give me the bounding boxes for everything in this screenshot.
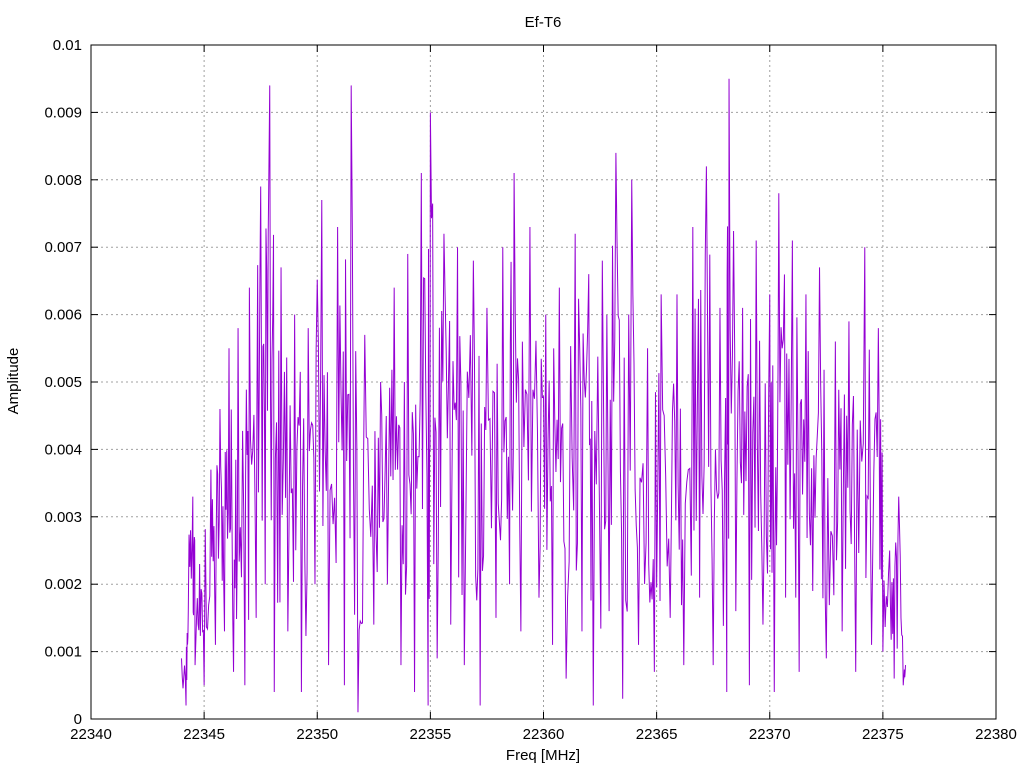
x-tick-label: 22365 — [636, 726, 678, 743]
y-tick-label: 0 — [74, 711, 82, 728]
x-tick-label: 22380 — [975, 726, 1017, 743]
y-axis-label: Amplitude — [5, 348, 22, 415]
x-axis-label: Freq [MHz] — [506, 747, 580, 764]
y-tick-label: 0.01 — [53, 37, 82, 54]
y-tick-label: 0.002 — [44, 576, 82, 593]
x-tick-label: 22355 — [410, 726, 452, 743]
x-tick-label: 22340 — [70, 726, 112, 743]
y-tick-labels: 0 0.001 0.002 0.003 0.004 0.005 0.006 0.007 0.00… — [44, 37, 82, 728]
series-line — [181, 78, 906, 713]
x-tick-label: 22345 — [183, 726, 225, 743]
x-tick-label: 22350 — [296, 726, 338, 743]
x-tick-label: 22370 — [749, 726, 791, 743]
x-tick-label: 22360 — [523, 726, 565, 743]
y-tick-label: 0.009 — [44, 104, 82, 121]
axis-ticks — [90, 44, 997, 720]
y-tick-label: 0.006 — [44, 307, 82, 324]
amplitude-series — [181, 78, 906, 713]
chart-title: Ef-T6 — [525, 14, 562, 31]
x-tick-labels: 22340 22345 22350 22355 22360 22365 22370 22375… — [70, 726, 1017, 743]
y-tick-label: 0.004 — [44, 441, 82, 458]
x-tick-label: 22375 — [862, 726, 904, 743]
y-tick-label: 0.008 — [44, 172, 82, 189]
y-tick-label: 0.001 — [44, 644, 82, 661]
y-tick-label: 0.007 — [44, 239, 82, 256]
y-tick-label: 0.003 — [44, 509, 82, 526]
y-tick-label: 0.005 — [44, 374, 82, 391]
